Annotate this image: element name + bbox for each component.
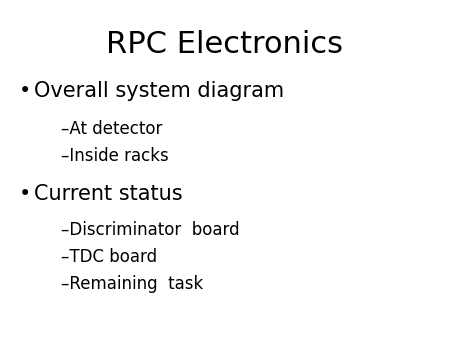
Text: •: •: [18, 81, 31, 101]
Text: Current status: Current status: [34, 184, 182, 204]
Text: –At detector: –At detector: [61, 120, 162, 138]
Text: RPC Electronics: RPC Electronics: [107, 30, 343, 59]
Text: –TDC board: –TDC board: [61, 248, 157, 266]
Text: –Inside racks: –Inside racks: [61, 147, 168, 165]
Text: –Discriminator  board: –Discriminator board: [61, 221, 239, 239]
Text: •: •: [18, 184, 31, 204]
Text: Overall system diagram: Overall system diagram: [34, 81, 284, 101]
Text: –Remaining  task: –Remaining task: [61, 275, 203, 293]
